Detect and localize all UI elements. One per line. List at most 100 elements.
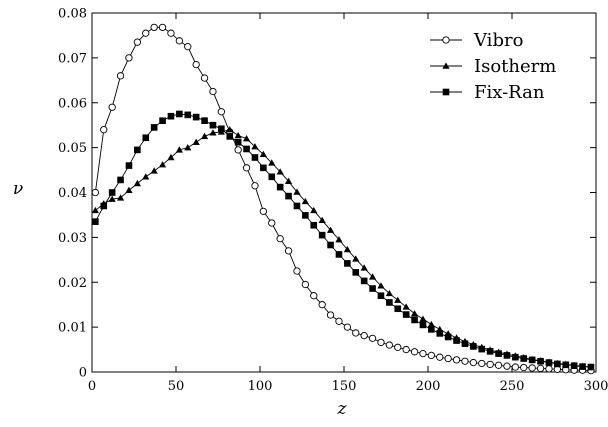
data-point-isotherm <box>335 236 343 243</box>
data-point-fix-ran <box>520 355 528 362</box>
data-point-isotherm <box>394 296 402 303</box>
data-point-isotherm <box>268 159 276 166</box>
data-point-isotherm <box>284 177 293 184</box>
data-point-isotherm <box>318 216 326 224</box>
data-point-isotherm <box>259 150 267 158</box>
data-point-isotherm <box>326 226 335 233</box>
series-line-fix-ran <box>94 113 591 368</box>
data-point-vibro <box>318 301 326 309</box>
data-point-fix-ran <box>234 138 242 146</box>
data-point-fix-ran <box>184 111 192 119</box>
x-tick-label: 100 <box>248 379 273 394</box>
data-point-vibro <box>150 23 158 32</box>
data-point-fix-ran <box>461 340 469 348</box>
data-point-fix-ran <box>503 352 511 359</box>
data-point-vibro <box>410 348 419 356</box>
y-tick-label: 0 <box>79 366 87 381</box>
data-point-vibro <box>335 317 343 325</box>
data-point-vibro <box>276 235 284 243</box>
data-point-vibro <box>108 103 116 111</box>
data-point-isotherm <box>410 310 419 317</box>
data-point-fix-ran <box>310 221 318 229</box>
data-point-fix-ran <box>419 321 427 329</box>
data-point-vibro <box>234 146 242 154</box>
data-point-isotherm <box>116 194 125 201</box>
data-point-isotherm <box>167 153 175 161</box>
data-point-vibro <box>461 357 469 365</box>
data-point-fix-ran <box>268 173 276 181</box>
data-point-vibro <box>360 332 368 340</box>
data-point-vibro <box>385 341 394 349</box>
data-point-isotherm <box>293 188 301 195</box>
data-point-vibro <box>511 363 520 371</box>
data-point-vibro <box>368 334 377 342</box>
data-point-fix-ran <box>335 251 343 258</box>
data-point-isotherm <box>158 161 167 168</box>
data-point-vibro <box>200 74 209 82</box>
data-point-fix-ran <box>512 353 519 361</box>
series-line-isotherm <box>95 129 592 368</box>
data-point-fix-ran <box>92 218 99 225</box>
data-point-vibro <box>402 345 410 354</box>
data-point-vibro <box>142 29 150 37</box>
data-point-fix-ran <box>192 113 200 121</box>
data-point-vibro <box>452 356 461 364</box>
data-point-fix-ran <box>386 299 393 306</box>
data-point-vibro <box>91 188 100 197</box>
data-point-fix-ran <box>302 212 309 219</box>
data-point-fix-ran <box>125 162 133 169</box>
x-axis-label: z <box>337 399 348 419</box>
data-point-isotherm <box>192 138 200 145</box>
x-tick-label: 300 <box>584 379 608 394</box>
data-point-fix-ran <box>260 164 267 172</box>
data-point-isotherm <box>184 144 192 151</box>
data-point-fix-ran <box>528 356 536 364</box>
data-point-isotherm <box>175 146 183 153</box>
data-point-isotherm <box>343 245 351 253</box>
data-point-vibro <box>520 363 528 372</box>
y-tick-label: 0.01 <box>58 321 87 336</box>
data-point-isotherm <box>377 282 385 289</box>
data-point-vibro <box>284 247 293 255</box>
data-point-fix-ran <box>554 360 561 368</box>
data-point-fix-ran <box>134 146 141 154</box>
data-point-vibro <box>326 311 335 319</box>
data-point-fix-ran <box>444 333 452 341</box>
data-point-vibro <box>293 267 301 275</box>
data-point-isotherm <box>368 273 377 280</box>
data-point-vibro <box>158 23 167 32</box>
data-point-fix-ran <box>545 359 553 366</box>
data-point-isotherm <box>226 126 234 133</box>
legend-label-vibro: Vibro <box>473 30 523 51</box>
data-point-fix-ran <box>327 241 334 249</box>
y-tick-label: 0.08 <box>58 7 87 22</box>
data-point-vibro <box>251 182 259 190</box>
data-point-isotherm <box>385 289 393 297</box>
data-point-fix-ran <box>293 202 301 210</box>
data-point-isotherm <box>125 186 133 193</box>
data-point-fix-ran <box>360 277 368 285</box>
data-point-isotherm <box>234 131 242 139</box>
data-point-isotherm <box>360 264 368 271</box>
data-point-fix-ran <box>587 363 595 371</box>
data-point-fix-ran <box>142 134 150 142</box>
data-point-fix-ran <box>369 285 376 292</box>
y-tick-label: 0.02 <box>58 276 87 291</box>
data-point-fix-ran <box>201 117 208 124</box>
data-point-fix-ran <box>495 350 502 357</box>
data-point-vibro <box>192 60 200 69</box>
data-point-fix-ran <box>570 362 578 370</box>
y-tick-label: 0.07 <box>58 51 87 66</box>
data-point-vibro <box>436 353 444 361</box>
series-line-vibro <box>94 26 591 372</box>
data-point-vibro <box>259 207 268 215</box>
data-point-fix-ran <box>537 357 544 365</box>
data-point-fix-ran <box>276 183 284 191</box>
data-point-vibro <box>394 343 402 351</box>
data-point-vibro <box>217 108 226 116</box>
x-tick-label: 0 <box>88 379 96 394</box>
data-point-isotherm <box>276 168 284 175</box>
legend-label-fix-ran: Fix-Ran <box>474 82 545 103</box>
data-point-vibro <box>100 126 108 134</box>
